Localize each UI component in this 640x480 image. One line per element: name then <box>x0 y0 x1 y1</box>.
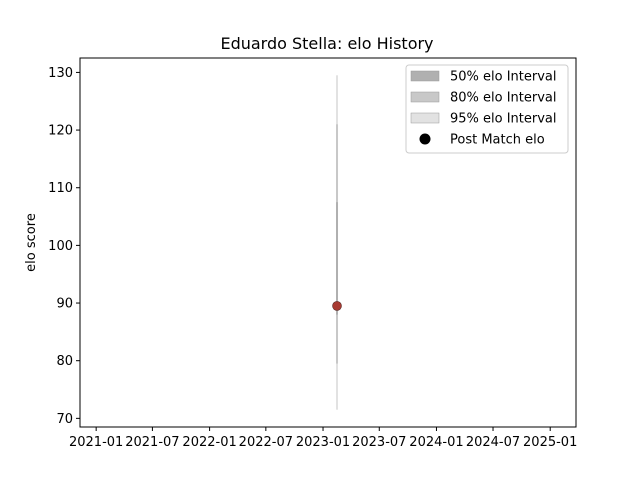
y-tick-label-5: 120 <box>48 124 73 139</box>
y-tick-label-3: 100 <box>48 239 73 254</box>
legend-label-1: 80% elo Interval <box>450 91 557 106</box>
x-tick-label-3: 2022-07 <box>239 435 293 450</box>
x-tick-label-4: 2023-01 <box>296 435 350 450</box>
legend-swatch-1 <box>410 91 440 103</box>
y-tick-label-4: 110 <box>48 181 73 196</box>
legend-swatch-2 <box>410 112 440 124</box>
legend-label-0: 50% elo Interval <box>450 70 557 85</box>
legend-marker-3 <box>419 133 431 145</box>
y-tick-label-0: 70 <box>56 412 73 427</box>
x-tick-label-5: 2023-07 <box>352 435 406 450</box>
x-tick-label-1: 2021-07 <box>125 435 179 450</box>
x-tick-label-6: 2024-01 <box>409 435 463 450</box>
legend-swatch-0 <box>410 70 440 82</box>
y-tick-label-1: 80 <box>56 354 73 369</box>
chart-title: Eduardo Stella: elo History <box>220 34 433 53</box>
x-tick-label-8: 2025-01 <box>523 435 577 450</box>
y-tick-label-6: 130 <box>48 66 73 81</box>
legend-label-2: 95% elo Interval <box>450 112 557 127</box>
axes-frame <box>79 57 577 428</box>
legend-box <box>405 64 569 154</box>
legend-label-3: Post Match elo <box>450 133 545 148</box>
post-match-elo-point-0 <box>332 301 342 311</box>
interval-band-2 <box>336 202 339 315</box>
x-tick-label-2: 2022-01 <box>182 435 236 450</box>
x-tick-label-7: 2024-07 <box>466 435 520 450</box>
y-axis-label: elo score <box>24 213 39 272</box>
x-tick-label-0: 2021-01 <box>69 435 123 450</box>
y-tick-label-2: 90 <box>56 297 73 312</box>
